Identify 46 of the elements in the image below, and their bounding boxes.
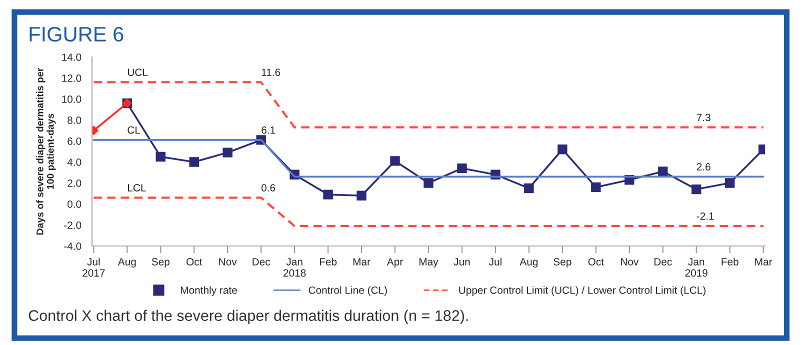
x-tick-label: Jun: [454, 258, 470, 266]
y-tick-label: 4.0: [67, 158, 82, 166]
y-tick-label: 2.0: [68, 180, 82, 187]
y-tick-label: 14.0: [62, 54, 82, 61]
annotation: CL: [128, 126, 140, 134]
y-tick-label: 8.0: [68, 116, 82, 124]
annotation: UCL: [128, 68, 148, 76]
x-tick-label: Mar: [755, 258, 772, 266]
legend-label: Upper Control Limit (UCL) / Lower Control Limit (LCL): [459, 286, 706, 296]
y-tick-label: 10.0: [62, 96, 82, 103]
x-tick-label: Aug: [118, 258, 136, 268]
x-tick-label: Feb: [722, 258, 738, 266]
x-tick-label: Dec: [252, 258, 270, 266]
x-tick-label: Nov: [620, 258, 639, 266]
legend-label: Monthly rate: [180, 286, 237, 296]
x-tick-label: May: [420, 258, 438, 268]
legend-label: Control Line (CL): [308, 286, 387, 296]
x-tick-label: Nov: [219, 258, 237, 266]
annotation: LCL: [128, 184, 146, 192]
x-tick-label: Aug: [520, 258, 538, 268]
x-tick-label: Apr: [386, 258, 403, 268]
y-tick-label: 12.0: [62, 74, 82, 82]
annotation: -2.1: [696, 212, 714, 220]
y-tick-label: 0.0: [68, 200, 82, 208]
annotation: 6.1: [262, 126, 276, 134]
x-tick-label: Jan 2019: [685, 258, 708, 277]
y-axis-title: Days of severe diaper dermatitis per 100 patient-days: [36, 68, 56, 235]
x-tick-label: Jan 2018: [284, 258, 306, 277]
x-tick-label: Sep: [152, 258, 170, 268]
x-tick-label: Oct: [588, 258, 604, 266]
y-tick-label: 6.0: [68, 138, 82, 145]
x-tick-label: Sep: [554, 258, 572, 268]
annotation: 11.6: [262, 68, 280, 76]
annotation: 2.6: [696, 163, 710, 170]
annotation: 0.6: [261, 184, 276, 192]
x-tick-label: Feb: [320, 258, 337, 266]
x-tick-label: Jul: [488, 258, 502, 266]
y-tick-label: -4.0: [64, 242, 82, 250]
y-tick-label: -2.0: [64, 222, 82, 229]
text: Control X chart of the severe diaper dermatitis duration (n = 182).: [28, 310, 468, 324]
x-tick-label: Mar: [353, 258, 370, 266]
chart-title: FIGURE 6: [30, 26, 124, 42]
annotation: 7.3: [696, 114, 710, 122]
x-tick-label: Jul 2017: [82, 258, 105, 277]
x-tick-label: Dec: [654, 258, 672, 266]
x-tick-label: Oct: [186, 258, 202, 266]
